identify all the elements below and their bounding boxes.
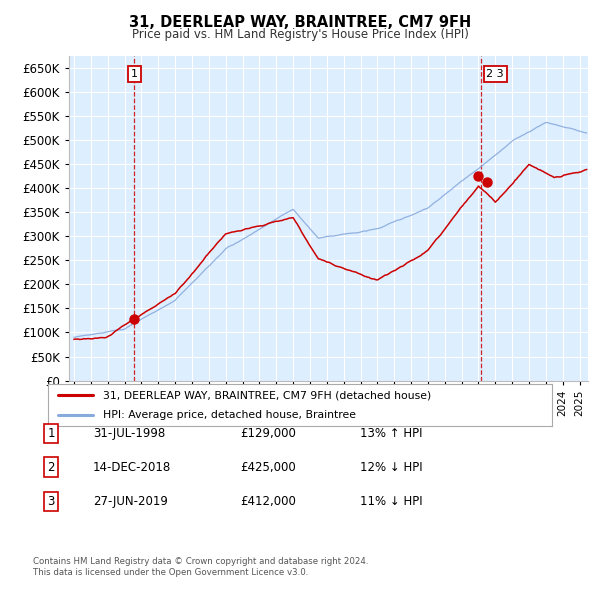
Text: 27-JUN-2019: 27-JUN-2019	[93, 495, 168, 508]
Text: £425,000: £425,000	[240, 461, 296, 474]
Text: 14-DEC-2018: 14-DEC-2018	[93, 461, 171, 474]
Text: 1: 1	[131, 69, 138, 79]
Text: 31, DEERLEAP WAY, BRAINTREE, CM7 9FH: 31, DEERLEAP WAY, BRAINTREE, CM7 9FH	[129, 15, 471, 30]
Text: This data is licensed under the Open Government Licence v3.0.: This data is licensed under the Open Gov…	[33, 568, 308, 577]
Text: £412,000: £412,000	[240, 495, 296, 508]
Text: 11% ↓ HPI: 11% ↓ HPI	[360, 495, 422, 508]
Text: 2 3: 2 3	[487, 69, 504, 79]
Text: 1: 1	[47, 427, 55, 440]
Text: £129,000: £129,000	[240, 427, 296, 440]
Text: HPI: Average price, detached house, Braintree: HPI: Average price, detached house, Brai…	[103, 411, 356, 420]
Text: 12% ↓ HPI: 12% ↓ HPI	[360, 461, 422, 474]
Text: Contains HM Land Registry data © Crown copyright and database right 2024.: Contains HM Land Registry data © Crown c…	[33, 558, 368, 566]
Text: Price paid vs. HM Land Registry's House Price Index (HPI): Price paid vs. HM Land Registry's House …	[131, 28, 469, 41]
Text: 3: 3	[47, 495, 55, 508]
Text: 13% ↑ HPI: 13% ↑ HPI	[360, 427, 422, 440]
Text: 31-JUL-1998: 31-JUL-1998	[93, 427, 165, 440]
Text: 31, DEERLEAP WAY, BRAINTREE, CM7 9FH (detached house): 31, DEERLEAP WAY, BRAINTREE, CM7 9FH (de…	[103, 391, 431, 401]
Text: 2: 2	[47, 461, 55, 474]
